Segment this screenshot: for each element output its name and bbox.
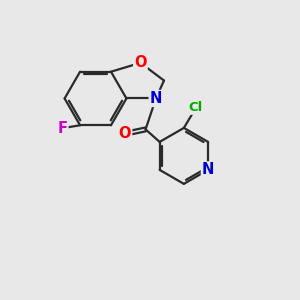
Text: F: F	[57, 121, 68, 136]
Text: Cl: Cl	[188, 101, 203, 114]
Text: O: O	[134, 56, 147, 70]
Text: O: O	[119, 126, 131, 141]
Text: N: N	[202, 162, 214, 177]
Text: N: N	[150, 91, 162, 106]
